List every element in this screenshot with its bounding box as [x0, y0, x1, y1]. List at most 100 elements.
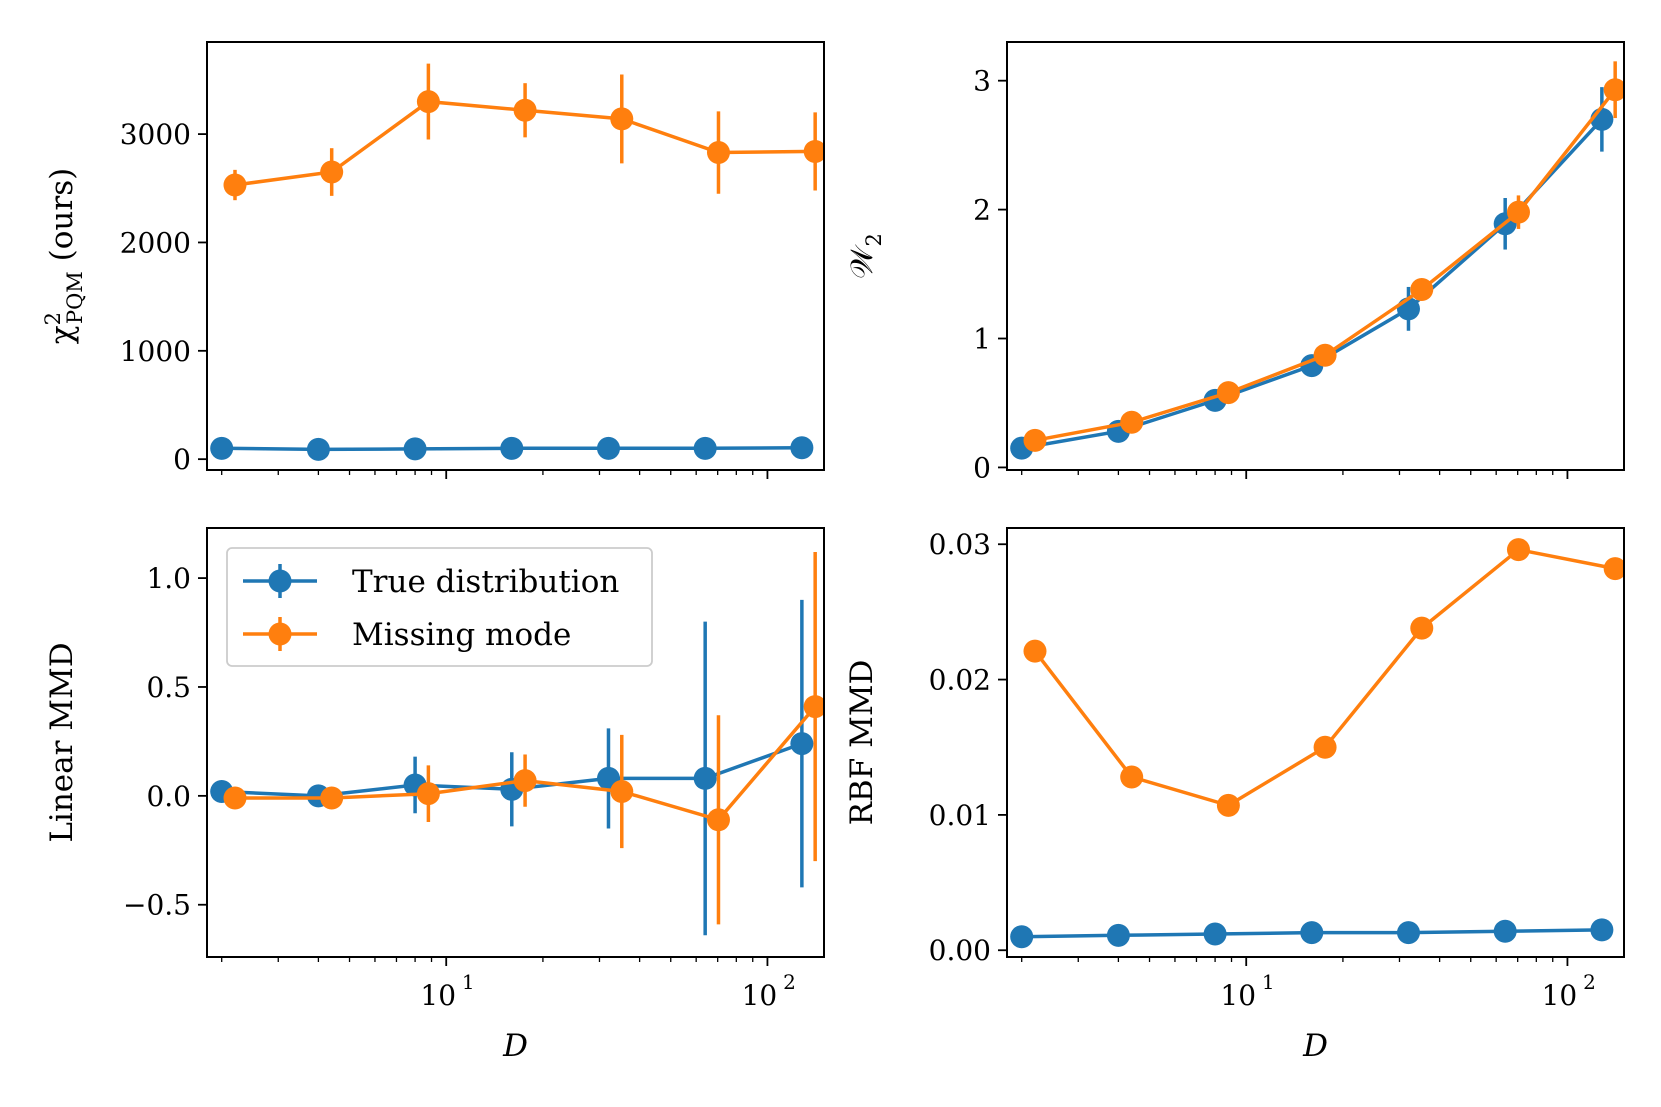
series-line-missing [1033, 547, 1616, 808]
data-point [1410, 616, 1434, 640]
data-point [1313, 343, 1337, 367]
axes-frame [1006, 527, 1625, 958]
data-point [1506, 538, 1530, 562]
y-tick-label: 0.0 [146, 780, 191, 813]
data-point [223, 786, 247, 810]
axes-frame [206, 41, 825, 471]
data-point [320, 160, 344, 184]
data-point [1023, 639, 1047, 663]
data-point [1023, 428, 1047, 452]
y-tick-label: 0.03 [929, 528, 991, 561]
y-tick-label: 1.0 [146, 562, 191, 595]
data-point [610, 779, 634, 803]
series-line-true [1021, 118, 1604, 450]
data-point [1410, 278, 1434, 302]
data-point [1603, 557, 1624, 581]
y-label-sup: 2 [41, 312, 65, 325]
x-axis-label: D [1302, 1028, 1328, 1064]
x-tick-label-exponent: 1 [462, 970, 475, 994]
data-point [790, 732, 814, 756]
y-tick-label: 3 [973, 65, 991, 98]
data-point [693, 766, 717, 790]
x-tick-label: 10 [420, 979, 456, 1012]
legend-marker-missing [268, 622, 292, 646]
y-tick-label: 0 [973, 451, 991, 484]
x-tick-label-exponent: 2 [1583, 970, 1596, 994]
y-tick-label: 3000 [120, 118, 191, 151]
data-point [1120, 765, 1144, 789]
y-tick-label: 0.00 [929, 934, 991, 967]
data-point [803, 695, 824, 719]
y-tick-label: −0.5 [123, 889, 191, 922]
series-group [210, 551, 824, 936]
data-point [1313, 735, 1337, 759]
data-point [1216, 793, 1240, 817]
data-point [500, 436, 524, 460]
series-group [1010, 61, 1624, 460]
data-point [693, 436, 717, 460]
x-tick-label-exponent: 2 [783, 970, 796, 994]
y-label-main: 𝒲 [844, 244, 880, 279]
y-label-rest: (ours) [44, 168, 80, 271]
legend-marker-true [268, 569, 292, 593]
data-point [1603, 78, 1624, 102]
x-tick-label: 10 [1542, 979, 1578, 1012]
y-label-sub: PQM [63, 271, 87, 324]
data-point [706, 808, 730, 832]
legend: True distribution Missing mode [226, 547, 653, 667]
data-point [1300, 921, 1324, 945]
data-point [210, 436, 234, 460]
y-label-main: χ [44, 325, 80, 344]
legend-label-true: True distribution [352, 564, 619, 600]
data-point [513, 769, 537, 793]
data-point [1106, 923, 1130, 947]
data-point [1506, 200, 1530, 224]
axes-frame [1006, 41, 1625, 471]
data-point [403, 437, 427, 461]
data-point [1396, 297, 1420, 321]
panel-chi2: 0 1000 2000 3000 χ2PQM (ours) [41, 41, 825, 479]
data-point [1493, 919, 1517, 943]
data-point [596, 436, 620, 460]
y-tick-label: 2 [973, 194, 991, 227]
y-axis-label: Linear MMD [44, 642, 80, 842]
data-point [1120, 410, 1144, 434]
series-group [210, 63, 824, 461]
legend-label-missing: Missing mode [352, 617, 571, 653]
y-tick-label: 1 [973, 323, 991, 356]
y-tick-label: 2000 [120, 226, 191, 259]
series-line-missing [1034, 88, 1617, 443]
y-tick-label: 0.01 [929, 799, 991, 832]
x-axis-label: D [502, 1028, 528, 1064]
axes-frame [206, 527, 825, 958]
y-axis-label: 𝒲2 [844, 233, 886, 279]
data-point [610, 107, 634, 131]
y-label-sub: 2 [862, 233, 886, 246]
data-point [306, 437, 330, 461]
y-axis-label: χ2PQM (ours) [41, 168, 87, 344]
data-point [1216, 381, 1240, 405]
data-point [1203, 922, 1227, 946]
y-tick-label: 1000 [120, 335, 191, 368]
x-tick-label: 10 [1220, 979, 1256, 1012]
x-tick-label: 10 [742, 979, 778, 1012]
data-point [513, 98, 537, 122]
series-group [1010, 538, 1624, 949]
data-point [803, 139, 824, 163]
legend-box [226, 547, 653, 667]
data-point [706, 141, 730, 165]
data-point [320, 786, 344, 810]
y-tick-label: 0 [173, 443, 191, 476]
data-point [416, 90, 440, 114]
data-point [790, 436, 814, 460]
y-tick-label: 0.02 [929, 664, 991, 697]
data-point [1010, 925, 1034, 949]
data-point [1396, 921, 1420, 945]
x-tick-label-exponent: 1 [1262, 970, 1275, 994]
y-axis-label: RBF MMD [844, 660, 880, 826]
data-point [1590, 918, 1614, 942]
